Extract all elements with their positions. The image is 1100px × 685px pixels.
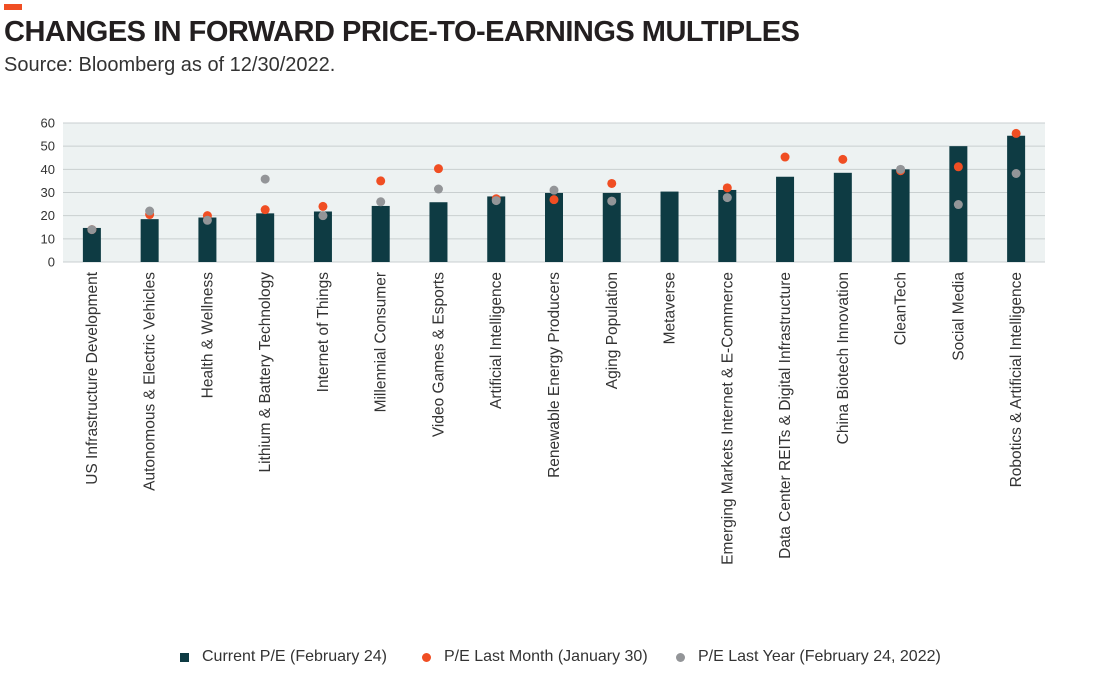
point-last-month <box>433 164 443 174</box>
x-tick-label: Millennial Consumer <box>373 272 390 412</box>
point-last-year <box>549 185 559 195</box>
x-tick-label: US Infrastructure Development <box>84 271 101 484</box>
bar <box>718 189 737 262</box>
point-last-year <box>87 225 97 235</box>
x-tick-label: China Biotech Innovation <box>835 272 852 444</box>
point-last-year <box>260 174 270 184</box>
point-last-year <box>1011 169 1021 179</box>
point-last-year <box>433 184 443 194</box>
x-tick-label: Social Media <box>950 272 967 361</box>
chart-title: CHANGES IN FORWARD PRICE-TO-EARNINGS MUL… <box>4 16 800 48</box>
x-tick-label: Emerging Markets Internet & E-Commerce <box>719 272 736 565</box>
legend-marker-last-month <box>422 652 431 662</box>
bar <box>429 202 448 262</box>
legend-item-last-month: P/E Last Month (January 30) <box>422 648 648 666</box>
y-tick-label: 50 <box>41 139 55 154</box>
point-last-year <box>896 164 906 174</box>
bar <box>602 192 621 262</box>
point-last-month <box>376 176 386 186</box>
y-tick-label: 40 <box>41 162 55 177</box>
x-tick-label: Metaverse <box>662 272 679 344</box>
x-tick-label: Artificial Intelligence <box>488 272 505 409</box>
chart-subtitle: Source: Bloomberg as of 12/30/2022. <box>4 54 336 76</box>
point-last-year <box>318 211 328 221</box>
point-last-year <box>491 196 501 206</box>
x-tick-label: CleanTech <box>893 272 910 345</box>
x-tick-label: Renewable Energy Producers <box>546 272 563 478</box>
point-last-month <box>549 195 559 205</box>
chart-canvas: 0 10 20 30 40 50 60 US Infrastructure Developme… <box>41 116 1045 565</box>
point-last-month <box>722 183 732 193</box>
chart-legend: Current P/E (February 24) P/E Last Month… <box>0 648 1100 672</box>
bar <box>140 219 159 262</box>
x-tick-label: Robotics & Artificial Intelligence <box>1008 272 1025 487</box>
bar <box>371 205 390 262</box>
bar <box>776 176 795 262</box>
point-last-year <box>953 200 963 210</box>
point-last-month <box>318 201 328 211</box>
accent-bar <box>4 4 22 10</box>
bar <box>198 217 217 262</box>
point-last-year <box>376 197 386 207</box>
point-last-year <box>202 215 212 225</box>
y-tick-label: 60 <box>41 116 55 131</box>
legend-label-last-month: P/E Last Month (January 30) <box>444 648 648 665</box>
legend-item-last-year: P/E Last Year (February 24, 2022) <box>676 648 941 666</box>
point-last-month <box>838 154 848 164</box>
bar <box>545 192 563 262</box>
x-tick-label: Internet of Things <box>315 272 332 393</box>
x-tick-label: Video Games & Esports <box>430 272 447 437</box>
point-last-year <box>145 206 155 216</box>
y-tick-label: 10 <box>41 231 55 246</box>
bar <box>487 196 506 262</box>
point-last-year <box>722 193 732 203</box>
legend-label-current: Current P/E (February 24) <box>202 648 387 665</box>
y-tick-label: 20 <box>41 208 55 223</box>
x-tick-label: Aging Population <box>604 272 621 389</box>
point-last-month <box>780 152 790 162</box>
x-tick-label: Autonomous & Electric Vehicles <box>142 272 159 491</box>
x-tick-label: Health & Wellness <box>199 272 216 399</box>
point-last-year <box>607 196 617 206</box>
bar <box>891 169 910 262</box>
point-last-month <box>1011 128 1021 138</box>
point-last-month <box>953 162 963 172</box>
y-tick-label: 0 <box>48 255 55 270</box>
bar <box>660 191 679 262</box>
x-tick-label: Data Center REITs & Digital Infrastructu… <box>777 272 794 559</box>
bar <box>82 227 101 262</box>
x-tick-label: Lithium & Battery Technology <box>257 272 274 473</box>
bar <box>256 213 275 262</box>
legend-marker-current <box>180 652 189 662</box>
bar <box>833 172 852 262</box>
legend-marker-last-year <box>676 652 685 662</box>
y-tick-label: 30 <box>41 185 55 200</box>
legend-label-last-year: P/E Last Year (February 24, 2022) <box>698 648 941 665</box>
bar <box>1007 135 1026 262</box>
bar <box>313 211 332 262</box>
legend-item-current: Current P/E (February 24) <box>180 648 387 666</box>
point-last-month <box>607 178 617 188</box>
point-last-month <box>260 205 270 215</box>
